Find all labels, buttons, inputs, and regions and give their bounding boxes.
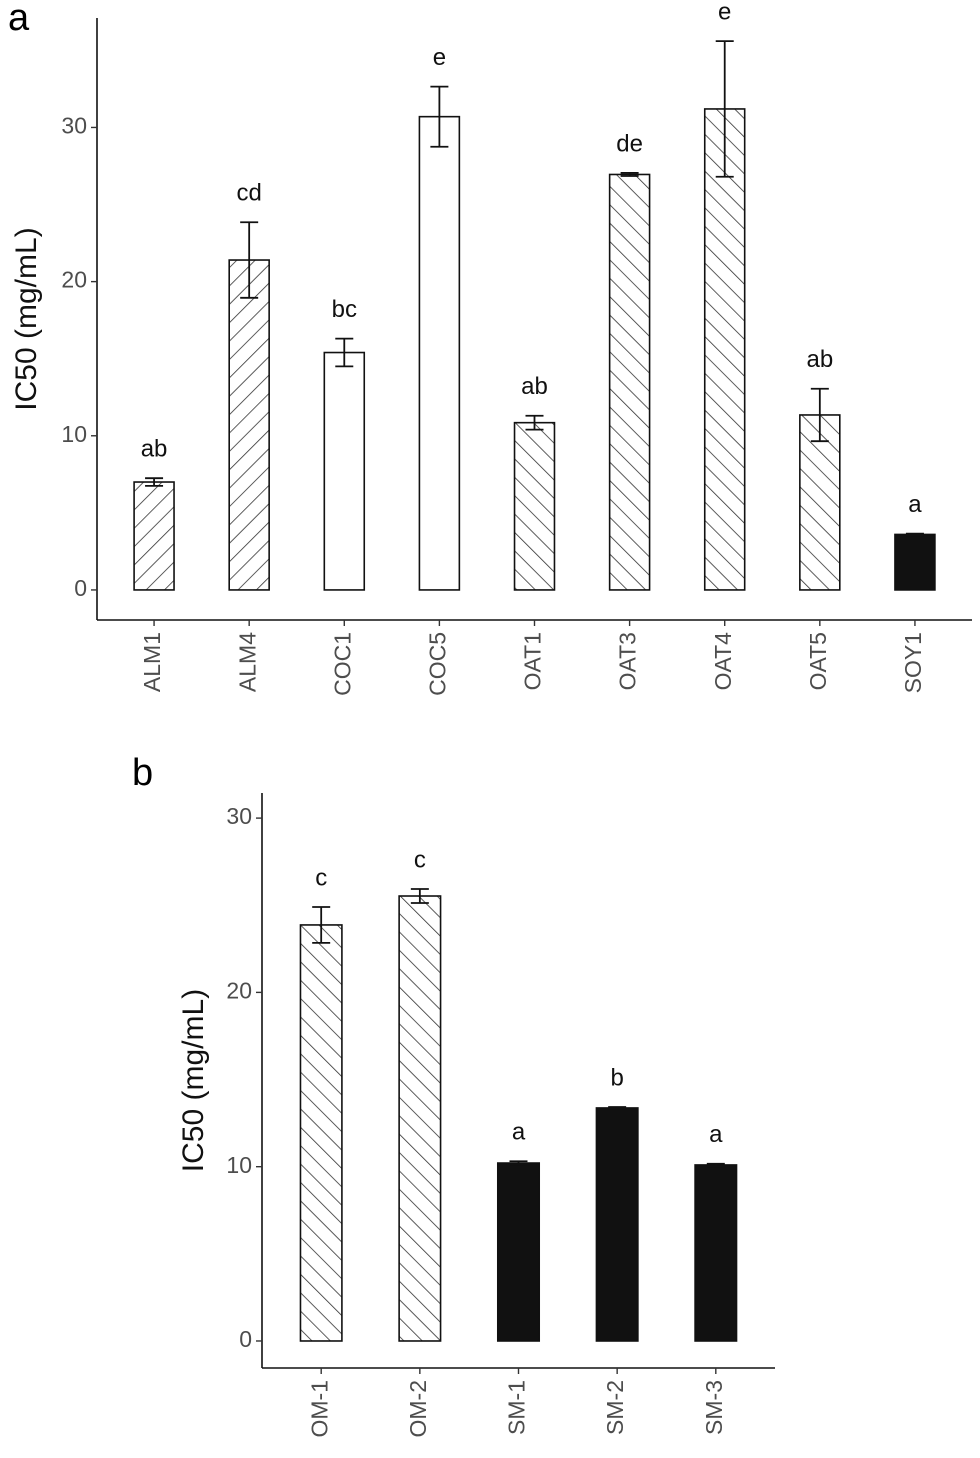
error-bar [509,1160,528,1166]
x-tick-label: OAT5 [805,632,831,690]
bar [894,533,936,591]
x-tick-label: OAT1 [520,632,546,690]
y-tick-label: 0 [239,1326,252,1352]
significance-letter: a [908,491,922,518]
x-tick-label: OM-1 [306,1380,332,1438]
bar [299,924,343,1342]
y-tick-label: 20 [226,977,252,1003]
panel-label: b [132,752,153,794]
x-tick-label: SM-3 [701,1380,727,1435]
error-bar [335,337,354,368]
significance-letter: de [616,130,643,157]
significance-letter: c [414,846,426,873]
significance-letter: ab [806,346,833,373]
error-bar [525,414,544,431]
error-bar [430,85,449,148]
error-bar [810,387,829,443]
bar [418,115,461,591]
x-tick-label: ALM4 [234,632,260,692]
bar [513,421,556,591]
panel-label: a [8,0,30,39]
y-tick-label: 30 [226,803,252,829]
y-axis-title: IC50 (mg/mL) [177,989,210,1172]
error-bar [240,221,259,299]
y-axis-title: IC50 (mg/mL) [10,227,43,410]
bar [694,1164,738,1342]
error-bar [715,40,734,178]
error-bar [608,1106,627,1110]
y-tick-label: 20 [61,267,87,293]
bar [595,1107,639,1342]
x-tick-label: OAT3 [615,632,641,690]
significance-letter: e [433,44,446,71]
significance-letter: e [718,0,731,25]
significance-letter: a [512,1119,526,1146]
significance-letter: bc [332,296,357,323]
significance-letter: c [315,864,327,891]
bar [323,351,366,591]
x-tick-label: OM-2 [405,1380,431,1438]
x-tick-label: SM-2 [602,1380,628,1435]
bar [496,1162,541,1342]
error-bar [706,1162,725,1168]
y-tick-label: 0 [74,575,87,601]
bar [608,173,651,591]
x-tick-label: ALM1 [139,632,165,692]
y-tick-label: 10 [61,421,87,447]
x-tick-label: SOY1 [900,632,926,693]
error-bar [905,532,924,537]
error-bar [410,888,429,904]
error-bar [620,172,639,177]
y-tick-label: 10 [226,1152,252,1178]
significance-letter: cd [236,180,261,207]
x-tick-label: COC5 [424,632,450,696]
error-bar [312,906,331,944]
bar [703,108,746,591]
error-bar [145,477,164,487]
significance-letter: b [610,1064,623,1091]
x-tick-label: SM-1 [504,1380,530,1435]
x-tick-label: OAT4 [710,632,736,691]
significance-letter: ab [521,373,548,400]
significance-letter: ab [141,436,168,463]
bar [398,895,442,1342]
y-tick-label: 30 [61,113,87,139]
x-tick-label: COC1 [329,632,355,696]
bar [228,259,270,591]
significance-letter: a [709,1121,723,1148]
bar [133,481,175,591]
